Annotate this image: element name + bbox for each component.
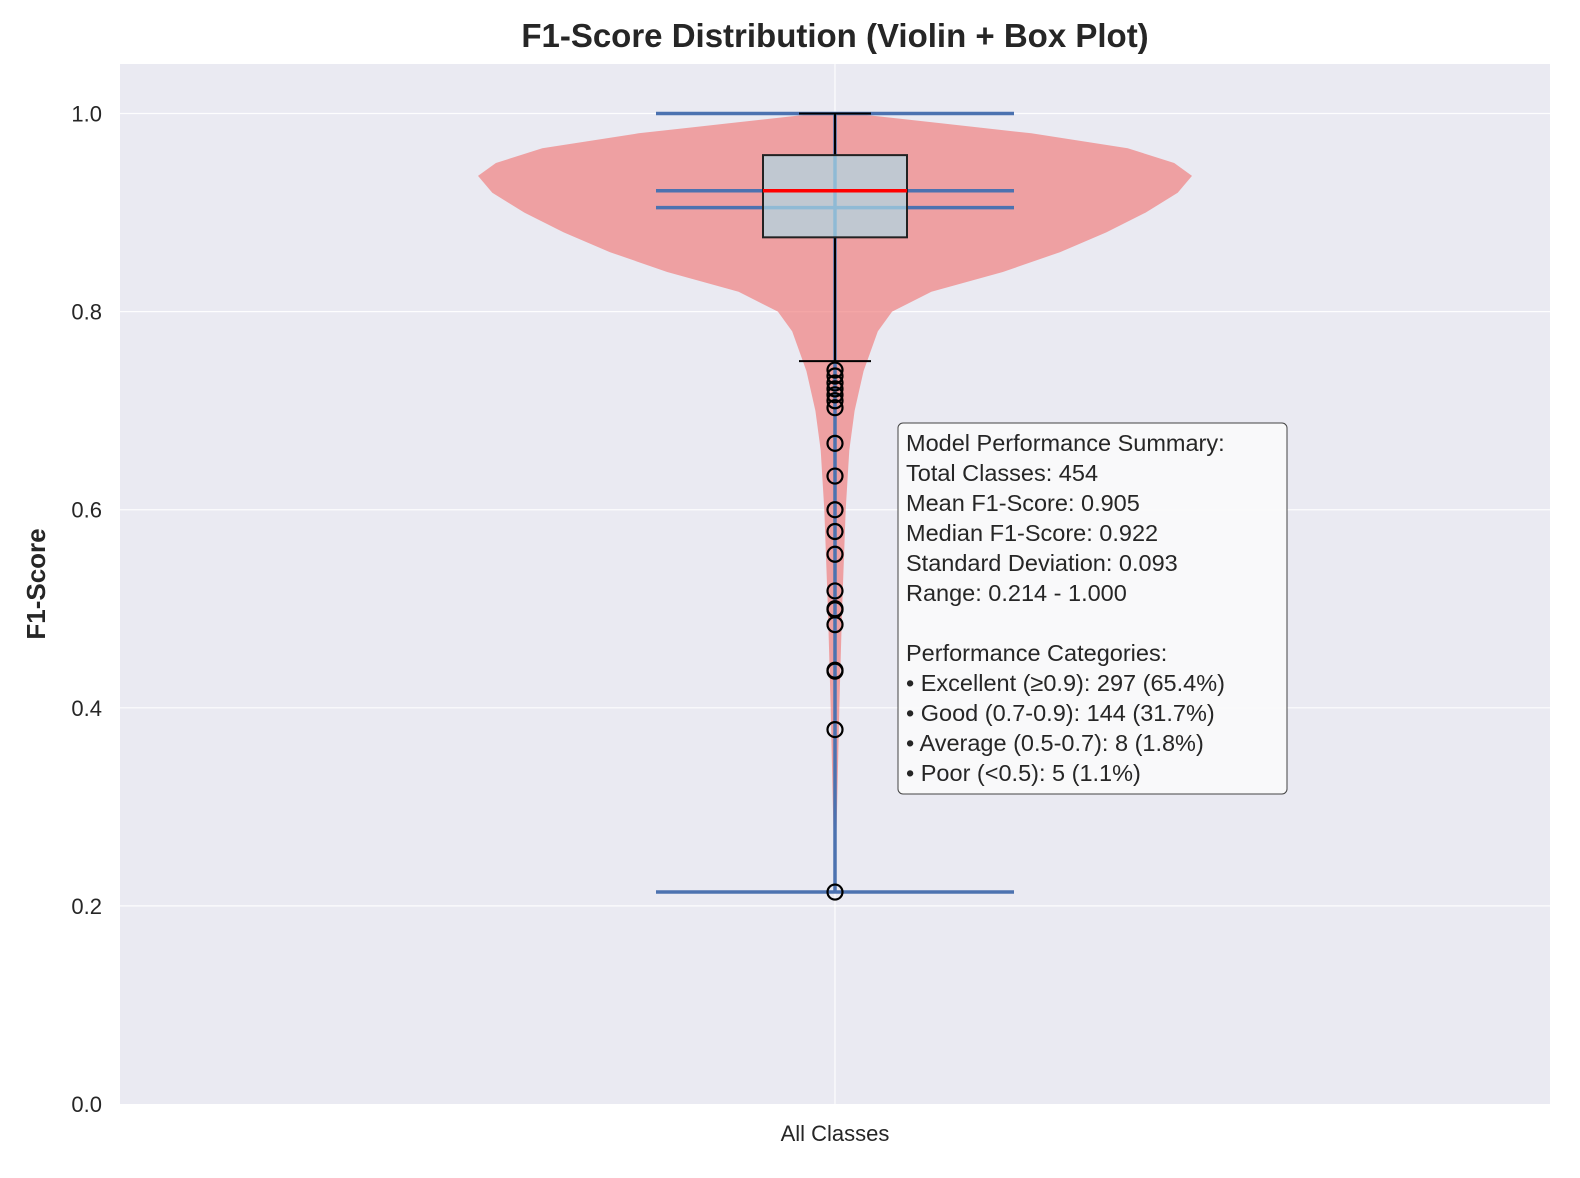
outlier-point <box>826 367 844 385</box>
outlier-layer <box>826 361 844 901</box>
outlier-point <box>826 582 844 600</box>
outlier-point <box>826 392 844 410</box>
summary-line: Range: 0.214 - 1.000 <box>906 580 1127 606</box>
x-tick-label: All Classes <box>781 1121 890 1146</box>
y-tick-labels: 0.0 0.2 0.4 0.6 0.8 1.0 <box>71 102 102 1117</box>
summary-line: • Average (0.5-0.7): 8 (1.8%) <box>906 730 1204 756</box>
y-axis-label: F1-Score <box>21 528 51 639</box>
outlier-point <box>826 501 844 519</box>
y-tick-label: 0.8 <box>71 300 102 325</box>
summary-line: Median F1-Score: 0.922 <box>906 520 1158 546</box>
outlier-point <box>826 720 844 739</box>
y-tick-label: 0.4 <box>71 696 102 721</box>
outlier-point <box>826 522 844 541</box>
summary-line: • Poor (<0.5): 5 (1.1%) <box>906 760 1141 786</box>
outlier-point <box>826 545 844 563</box>
summary-line: • Good (0.7-0.9): 144 (31.7%) <box>906 700 1215 726</box>
y-tick-label: 0.0 <box>71 1092 102 1117</box>
outlier-point <box>826 883 844 901</box>
summary-line: Performance Categories: <box>906 640 1167 666</box>
outlier-point <box>826 361 844 379</box>
summary-line: Model Performance Summary: <box>906 430 1225 456</box>
outlier-point <box>826 467 844 485</box>
summary-box-frame <box>897 422 1288 795</box>
y-tick-label: 1.0 <box>71 102 102 127</box>
box-iqr <box>762 154 908 239</box>
outlier-point <box>826 662 844 680</box>
summary-line: Standard Deviation: 0.093 <box>906 550 1178 576</box>
outlier-point <box>826 616 844 634</box>
outlier-point <box>826 380 844 398</box>
box-plot-layer <box>762 112 908 363</box>
summary-line: Mean F1-Score: 0.905 <box>906 490 1140 516</box>
y-tick-label: 0.2 <box>71 894 102 919</box>
outlier-point <box>826 386 844 404</box>
outlier-point <box>826 374 844 392</box>
outlier-point <box>826 434 844 452</box>
summary-line: • Excellent (≥0.9): 297 (65.4%) <box>906 670 1225 696</box>
x-tick-labels: All Classes <box>781 1121 890 1146</box>
summary-line: Total Classes: 454 <box>906 460 1098 486</box>
summary-box: Model Performance Summary: Total Classes:… <box>897 422 1288 795</box>
y-tick-label: 0.6 <box>71 498 102 523</box>
outlier-point <box>826 399 844 417</box>
chart-title: F1-Score Distribution (Violin + Box Plot… <box>521 17 1148 54</box>
